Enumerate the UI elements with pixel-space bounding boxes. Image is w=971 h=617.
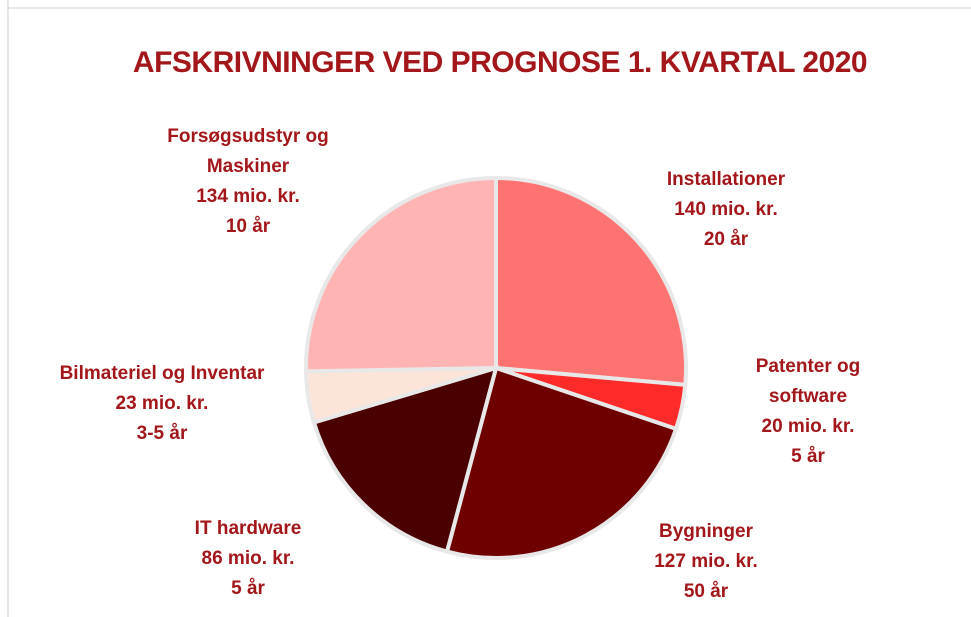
data-label: Installationer 140 mio. kr. 20 år (626, 165, 826, 255)
duration-label: 10 år (225, 216, 271, 237)
pie-slice (444, 365, 679, 560)
category-name: Installationer (666, 169, 786, 190)
chart-title: AFSKRIVNINGER VED PROGNOSE 1. KVARTAL 20… (132, 46, 868, 79)
value-label: 140 mio. kr. (674, 199, 778, 220)
category-name: Forsøgsudstyr og Maskiner (167, 126, 329, 177)
value-label: 86 mio. kr. (201, 548, 295, 569)
duration-label: 3-5 år (136, 423, 188, 444)
category-name: IT hardware (194, 518, 302, 539)
value-label: 134 mio. kr. (196, 186, 300, 207)
data-label: Bilmateriel og Inventar 23 mio. kr. 3-5 år (12, 359, 312, 449)
data-label: Bygninger 127 mio. kr. 50 år (606, 517, 806, 607)
value-label: 20 mio. kr. (761, 416, 855, 437)
value-label: 23 mio. kr. (115, 393, 209, 414)
data-label: Forsøgsudstyr og Maskiner 134 mio. kr. 10 … (163, 122, 333, 242)
category-name: Patenter og software (755, 356, 861, 407)
pie-slice (311, 365, 499, 555)
pie-slice (304, 175, 498, 374)
pie-slice (494, 175, 688, 388)
category-name: Bilmateriel og Inventar (59, 363, 265, 384)
category-name: Bygninger (659, 521, 753, 542)
value-label: 127 mio. kr. (654, 551, 758, 572)
data-label: IT hardware 86 mio. kr. 5 år (148, 514, 348, 604)
duration-label: 5 år (791, 446, 825, 467)
duration-label: 50 år (683, 581, 729, 602)
duration-label: 20 år (703, 229, 749, 250)
duration-label: 5 år (231, 578, 265, 599)
data-label: Patenter og software 20 mio. kr. 5 år (733, 352, 883, 472)
